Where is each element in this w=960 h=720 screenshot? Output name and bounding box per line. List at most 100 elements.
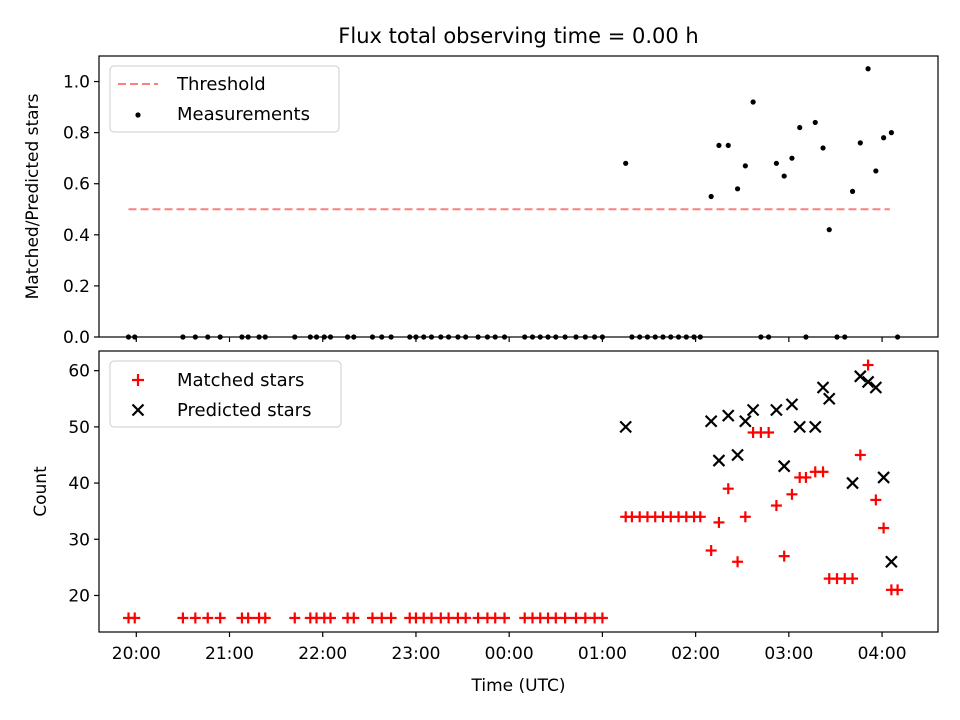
legend-matched-label: Matched stars [177,370,304,391]
measurement-point [623,160,629,166]
x-tick-label: 03:00 [764,644,813,664]
x-axis-label: Time (UTC) [471,676,566,696]
matched-star-point [892,584,904,596]
matched-star-point [259,612,271,624]
predicted-star-point [704,414,718,428]
bottom-y-tick-label: 20 [68,586,90,606]
legend-predicted-swatch [131,403,145,417]
panel-top-flux-ratio: Flux total observing time = 0.00 h 0.0 0.… [23,24,939,348]
predicted-star-point [846,476,859,490]
matched-star-point [289,612,301,624]
measurement-point [734,186,741,192]
matched-star-point [177,612,189,624]
matched-star-point [878,522,890,534]
bottom-y-ticks: 20 30 40 50 60 [68,362,99,606]
bottom-y-axis-label: Count [31,466,51,517]
measurement-point [781,173,787,179]
matched-star-point [763,426,775,438]
top-legend: Threshold Measurements [109,65,340,133]
predicted-star-point [861,375,875,389]
bottom-series-layer [123,359,904,624]
x-tick-label: 23:00 [391,644,440,664]
measurement-point [857,140,863,146]
measurement-point [750,99,756,105]
bottom-y-tick-label: 40 [68,474,90,494]
bottom-y-tick-label: 60 [68,362,90,382]
matched-star-point [739,511,751,523]
matched-star-point [366,612,378,624]
matched-star-point [202,612,214,624]
measurement-point [716,142,722,149]
predicted-star-point [877,471,890,484]
matched-star-point [242,612,254,624]
bottom-y-tick-label: 30 [68,530,90,550]
matched-star-point [570,612,582,624]
x-tick-label: 04:00 [858,644,907,664]
top-axes-frame [98,55,939,338]
matched-star-point [713,516,725,528]
matched-star-point [376,612,388,624]
matched-star-point [722,483,734,495]
matched-star-point [579,612,591,624]
x-tick-label: 22:00 [298,644,347,664]
x-tick-label: 00:00 [485,644,534,664]
matched-star-point [472,612,484,624]
predicted-star-point [785,398,799,411]
measurement-point [708,193,714,200]
matched-star-point [854,449,866,461]
matched-star-point [596,612,608,624]
matched-star-point [325,612,337,624]
x-tick-label: 20:00 [112,644,161,664]
predicted-star-point [770,403,783,417]
measurement-point [773,160,780,166]
legend-measurements-label: Measurements [177,104,310,125]
matched-star-point [800,471,812,483]
matched-star-point [385,612,397,624]
matched-star-point [870,494,882,506]
bottom-legend: Matched stars Predicted stars [109,360,342,428]
matched-star-point [786,488,798,500]
matched-star-point [129,612,141,624]
predicted-star-point [822,392,836,406]
top-y-tick-label: 0.4 [63,226,90,246]
predicted-star-point [777,459,791,473]
predicted-star-point [869,381,883,394]
top-legend-box [109,65,340,133]
measurement-point [873,168,879,174]
predicted-star-point [712,454,726,467]
predicted-star-point [619,420,632,434]
top-y-tick-label: 0.0 [63,328,90,348]
matched-star-point [189,612,201,624]
predicted-star-point [739,414,752,428]
predicted-star-point [731,448,744,462]
matched-star-point [214,612,226,624]
measurement-point [789,155,795,161]
matched-star-point [443,612,455,624]
measurement-point [742,163,748,169]
top-x-ticks [135,337,883,342]
matched-star-point [499,612,511,624]
measurement-point [865,66,871,72]
predicted-star-point [808,420,822,434]
matched-star-point [348,612,360,624]
bottom-axes-frame [98,350,939,633]
chart-title: Flux total observing time = 0.00 h [338,24,698,48]
x-tick-label: 21:00 [205,644,254,664]
measurement-point [797,124,803,131]
matched-star-point [847,573,859,585]
top-y-axis-label: Matched/Predicted stars [23,93,43,299]
x-tick-label: 01:00 [578,644,627,664]
measurement-point [849,188,856,194]
measurement-point [888,130,894,136]
predicted-star-point [746,403,760,417]
legend-predicted-label: Predicted stars [177,400,311,421]
matched-star-point [559,612,571,624]
matched-star-point [460,612,472,624]
predicted-star-point [854,370,867,383]
matched-star-point [817,466,829,478]
matched-star-point [770,500,782,512]
matched-star-point [550,612,562,624]
measurement-point [812,119,818,126]
matched-star-point [694,511,706,523]
